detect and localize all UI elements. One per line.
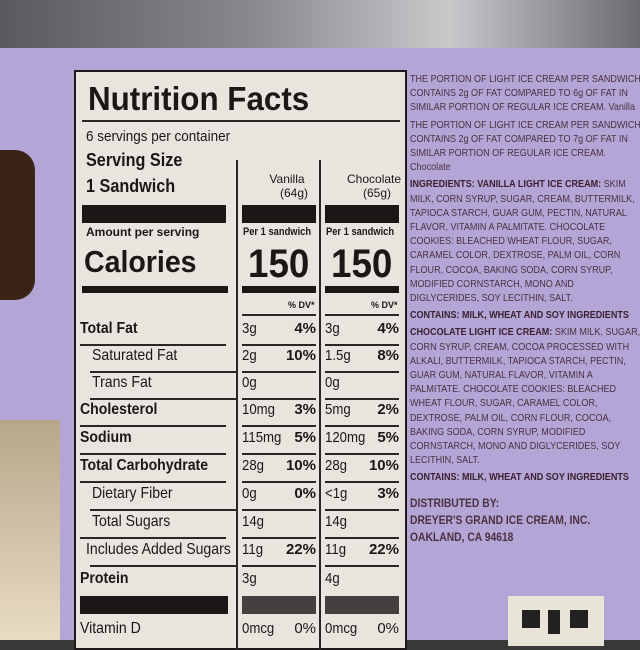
dv-header: % DV* <box>371 300 398 310</box>
serving-size: 1 Sandwich <box>86 176 176 196</box>
nutrient-dv: 0% <box>294 620 316 637</box>
calories-value: 150 <box>331 242 393 286</box>
column-name: Vanilla <box>269 172 305 186</box>
label-title: Nutrition Facts <box>88 80 310 117</box>
column-per: Per 1 sandwich <box>243 226 312 238</box>
side-paragraph: INGREDIENTS: VANILLA LIGHT ICE CREAM: SK… <box>410 178 635 305</box>
nutrient-amount: 14g <box>325 513 348 530</box>
nutrient-dv: 5% <box>294 429 316 446</box>
nutrient-dv: 3% <box>377 485 399 502</box>
side-paragraph: THE PORTION OF LIGHT ICE CREAM PER SANDW… <box>410 118 640 174</box>
nutrient-amount: 28g <box>242 457 265 474</box>
nutrient-amount: 3g <box>242 320 257 337</box>
ice-cream-image <box>0 420 60 640</box>
calories-label: Calories <box>84 244 197 279</box>
nutrient-name: Total Sugars <box>92 513 171 530</box>
nutrient-amount: 11g <box>325 541 347 558</box>
nutrient-name: Vitamin D <box>80 620 141 637</box>
ingredients-panel: THE PORTION OF LIGHT ICE CREAM PER SANDW… <box>410 72 640 549</box>
nutrient-dv: 0% <box>294 485 316 502</box>
nutrient-dv: 2% <box>377 401 399 418</box>
nutrient-dv: 5% <box>377 429 399 446</box>
nutrient-amount: 0g <box>242 374 257 391</box>
nutrient-amount: 1.5g <box>325 347 351 364</box>
sandwich-image <box>0 150 35 300</box>
nutrient-name: Sodium <box>80 429 132 446</box>
nutrient-dv: 4% <box>377 320 399 337</box>
side-paragraph: CONTAINS: MILK, WHEAT AND SOY INGREDIENT… <box>410 471 629 484</box>
nutrient-amount: 0mcg <box>242 620 275 637</box>
nutrient-amount: 0g <box>325 374 340 391</box>
nutrient-name: Trans Fat <box>92 374 152 391</box>
nutrient-name: Total Carbohydrate <box>80 457 209 474</box>
nutrient-amount: 2g <box>242 347 257 364</box>
serving-size-label: Serving Size <box>86 150 183 170</box>
nutrient-name: Cholesterol <box>80 401 158 418</box>
amount-per-serving: Amount per serving <box>86 225 200 239</box>
nutrition-facts-label: Nutrition Facts 6 servings per container… <box>74 70 407 650</box>
nutrient-name: Total Fat <box>80 320 138 337</box>
nutrient-amount: <1g <box>325 485 348 502</box>
column-weight: (64g) <box>280 186 309 200</box>
nutrient-dv: 10% <box>285 457 316 474</box>
nutrient-name: Includes Added Sugars <box>86 541 231 558</box>
background-objects <box>0 0 640 52</box>
distributor-address: OAKLAND, CA 94618 <box>410 529 514 544</box>
nutrient-name: Saturated Fat <box>92 347 178 364</box>
distributor-name: DREYER'S GRAND ICE CREAM, INC. <box>410 512 591 527</box>
nutrient-amount: 28g <box>325 457 348 474</box>
column-name: Chocolate <box>347 172 402 186</box>
nutrient-amount: 10mg <box>242 401 276 418</box>
side-paragraph: THE PORTION OF LIGHT ICE CREAM PER SANDW… <box>410 73 640 114</box>
servings-per-container: 6 servings per container <box>86 128 231 145</box>
calories-value: 150 <box>248 242 310 286</box>
nutrient-amount: 11g <box>242 541 264 558</box>
nutrient-amount: 115mg <box>242 429 282 446</box>
nutrient-dv: 3% <box>294 401 316 418</box>
nutrient-dv: 10% <box>285 347 316 364</box>
nutrient-amount: 0mcg <box>325 620 358 637</box>
nutrient-name: Protein <box>80 570 129 587</box>
column-weight: (65g) <box>363 186 392 200</box>
nutrient-amount: 120mg <box>325 429 366 446</box>
nutrient-dv: 22% <box>285 541 316 558</box>
nutrient-amount: 5mg <box>325 401 351 418</box>
nutrient-amount: 3g <box>325 320 340 337</box>
qr-code[interactable] <box>508 596 604 646</box>
side-paragraph: CHOCOLATE LIGHT ICE CREAM: SKIM MILK, SU… <box>410 326 640 467</box>
nutrient-dv: 8% <box>377 347 399 364</box>
side-paragraph: CONTAINS: MILK, WHEAT AND SOY INGREDIENT… <box>410 309 629 322</box>
dv-header: % DV* <box>288 300 315 310</box>
nutrient-dv: 0% <box>377 620 399 637</box>
nutrient-name: Dietary Fiber <box>92 485 173 502</box>
nutrient-amount: 4g <box>325 570 340 587</box>
nutrient-dv: 10% <box>368 457 399 474</box>
nutrient-amount: 0g <box>242 485 257 502</box>
nutrient-amount: 3g <box>242 570 257 587</box>
distributor: DISTRIBUTED BY: DREYER'S GRAND ICE CREAM… <box>410 495 640 546</box>
nutrient-dv: 22% <box>368 541 399 558</box>
nutrient-amount: 14g <box>242 513 265 530</box>
nutrient-dv: 4% <box>294 320 316 337</box>
column-per: Per 1 sandwich <box>326 226 395 238</box>
distributor-heading: DISTRIBUTED BY: <box>410 495 500 510</box>
